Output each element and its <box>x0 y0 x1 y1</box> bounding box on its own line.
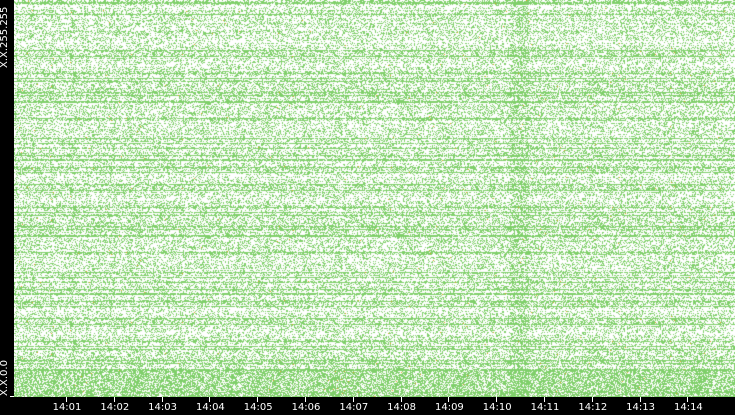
x-tick-label: 14:02 <box>100 402 130 413</box>
x-tick-mark <box>448 397 450 402</box>
x-tick-mark <box>66 397 67 402</box>
x-tick-label: 14:13 <box>626 402 656 413</box>
y-tick-mark <box>10 396 14 397</box>
x-tick-label: 14:01 <box>52 402 82 413</box>
x-tick-mark <box>209 397 211 402</box>
x-tick-label: 14:05 <box>243 402 273 413</box>
x-tick-mark <box>639 397 641 402</box>
x-tick-label: 14:14 <box>673 402 703 413</box>
x-tick-mark <box>257 397 259 402</box>
x-tick-label: 14:03 <box>148 402 178 413</box>
x-tick-mark <box>544 397 545 402</box>
x-tick-label: 14:06 <box>291 402 321 413</box>
x-tick-label: 14:10 <box>482 402 512 413</box>
x-tick-label: 14:07 <box>339 402 369 413</box>
x-tick-label: 14:11 <box>530 402 560 413</box>
x-tick-label: 14:12 <box>578 402 608 413</box>
plot-area <box>14 0 735 397</box>
x-tick-mark <box>400 397 402 402</box>
y-tick-label-bottom: X.X.0.0 <box>0 360 10 396</box>
y-tick-label-top: X.X.255.255 <box>0 6 10 68</box>
x-tick-mark <box>352 397 354 402</box>
x-tick-mark <box>496 397 498 402</box>
x-tick-mark <box>161 397 163 402</box>
x-tick-label: 14:09 <box>434 402 464 413</box>
x-tick-mark <box>305 397 306 402</box>
x-tick-label: 14:04 <box>195 402 225 413</box>
x-tick-mark <box>591 397 593 402</box>
x-tick-label: 14:08 <box>387 402 417 413</box>
x-tick-mark <box>687 397 689 402</box>
x-tick-mark <box>113 397 115 402</box>
scatter-points <box>14 0 735 397</box>
